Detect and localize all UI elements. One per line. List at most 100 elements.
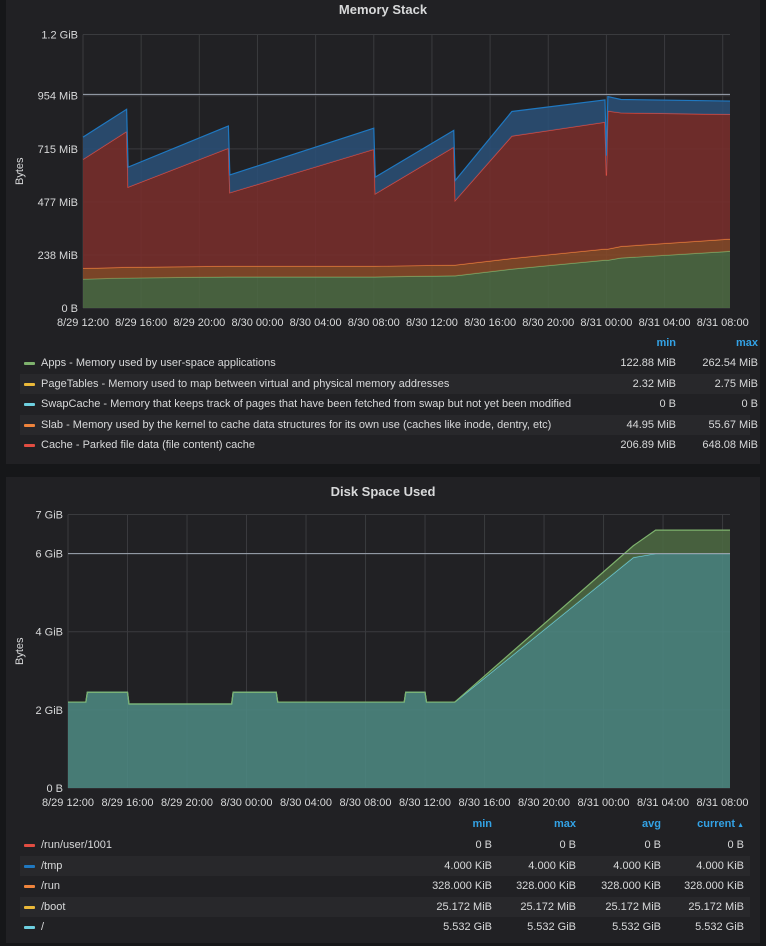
memory-stack-chart[interactable]: 0 B 238 MiB 477 MiB 715 MiB 954 MiB 1.2 GiB 8/… xyxy=(6,0,760,334)
series-min-value: 328.000 KiB xyxy=(432,880,492,892)
y-tick-label: 2 GiB xyxy=(35,705,63,717)
series-min-value: 0 B xyxy=(659,398,676,410)
y-tick-label: 954 MiB xyxy=(38,91,78,103)
x-tick-label: 8/31 04:00 xyxy=(637,797,689,809)
series-max-value: 2.75 MiB xyxy=(714,377,758,390)
series-color-swatch[interactable] xyxy=(24,382,35,386)
disk-series-area-1 xyxy=(68,530,730,704)
y-tick-label: 7 GiB xyxy=(35,510,63,522)
memory-legend-item[interactable]: SwapCache - Memory that keeps track of p… xyxy=(20,394,758,415)
series-current-value: 0 B xyxy=(727,839,744,851)
series-name[interactable]: /boot xyxy=(41,900,66,913)
series-min-value: 122.88 MiB xyxy=(620,357,676,369)
series-avg-value: 5.532 GiB xyxy=(612,921,661,933)
series-avg-value: 0 B xyxy=(644,839,661,851)
series-color-swatch[interactable] xyxy=(24,905,35,909)
series-color-swatch[interactable] xyxy=(24,844,35,847)
disk-panel-title: Disk Space Used xyxy=(330,484,436,499)
sort-ascending-icon: ▲ xyxy=(737,822,744,829)
y-tick-label: 1.2 GiB xyxy=(41,30,78,42)
series-color-swatch[interactable] xyxy=(24,885,35,888)
series-name[interactable]: PageTables - Memory used to map between … xyxy=(41,377,450,390)
series-max-value: 648.08 MiB xyxy=(702,439,758,451)
memory-legend: min max Apps - Memory used by user-space… xyxy=(20,334,758,456)
series-avg-value: 4.000 KiB xyxy=(613,859,661,872)
y-tick-label: 6 GiB xyxy=(35,549,63,561)
series-name[interactable]: /tmp xyxy=(41,859,63,872)
series-current-value: 328.000 KiB xyxy=(684,880,744,892)
disk-legend-item[interactable]: /boot 25.172 MiB 25.172 MiB 25.172 MiB 25.17… xyxy=(20,896,750,917)
disk-legend-min-header[interactable]: min xyxy=(472,818,492,830)
disk-legend-current-header[interactable]: current ▲ xyxy=(654,814,744,836)
disk-legend-item[interactable]: /run 328.000 KiB 328.000 KiB 328.000 KiB 328… xyxy=(20,876,750,897)
disk-legend-item[interactable]: /tmp 4.000 KiB 4.000 KiB 4.000 KiB 4.000 KiB xyxy=(20,855,750,876)
disk-legend-avg-header[interactable]: avg xyxy=(642,818,661,830)
disk-series-area-0 xyxy=(68,553,730,788)
memory-stack-panel: Memory Stack 0 B 238 MiB 477 MiB 715 MiB 954… xyxy=(6,0,760,464)
series-name[interactable]: /run xyxy=(41,880,60,892)
y-tick-label: 238 MiB xyxy=(38,250,78,262)
x-tick-label: 8/29 20:00 xyxy=(161,797,213,809)
x-tick-label: 8/29 12:00 xyxy=(42,797,94,809)
series-min-value: 5.532 GiB xyxy=(443,921,492,933)
y-axis-label: Bytes xyxy=(14,637,26,665)
x-tick-label: 8/31 04:00 xyxy=(639,317,691,329)
x-tick-label: 8/29 16:00 xyxy=(115,317,167,329)
y-tick-label: 715 MiB xyxy=(38,144,78,156)
series-name[interactable]: Apps - Memory used by user-space applica… xyxy=(41,357,276,369)
series-current-value: 25.172 MiB xyxy=(688,900,744,913)
x-tick-label: 8/30 16:00 xyxy=(464,317,516,329)
x-tick-label: 8/30 08:00 xyxy=(348,317,400,329)
x-tick-label: 8/31 08:00 xyxy=(697,797,749,809)
series-color-swatch[interactable] xyxy=(24,403,35,406)
disk-legend-max-header[interactable]: max xyxy=(553,818,576,830)
y-axis-label: Bytes xyxy=(14,157,26,185)
series-max-value: 328.000 KiB xyxy=(516,880,576,892)
series-avg-value: 328.000 KiB xyxy=(601,880,661,892)
series-color-swatch[interactable] xyxy=(24,423,35,427)
y-tick-label: 477 MiB xyxy=(38,197,78,209)
series-max-value: 262.54 MiB xyxy=(702,357,758,369)
disk-space-chart[interactable]: 0 B 2 GiB 4 GiB 6 GiB 7 GiB 8/29 12:00 8/29 16… xyxy=(6,477,760,813)
series-name[interactable]: / xyxy=(41,921,45,933)
series-color-swatch[interactable] xyxy=(24,864,35,868)
disk-legend-item[interactable]: / 5.532 GiB 5.532 GiB 5.532 GiB 5.532 GiB xyxy=(20,917,750,938)
disk-legend-header: min max avg current ▲ xyxy=(20,814,750,835)
x-tick-label: 8/30 12:00 xyxy=(399,797,451,809)
series-max-value: 0 B xyxy=(559,839,576,851)
series-name[interactable]: Slab - Memory used by the kernel to cach… xyxy=(41,418,552,431)
memory-legend-min-header[interactable]: min xyxy=(656,337,676,349)
series-max-value: 55.67 MiB xyxy=(708,418,758,431)
series-color-swatch[interactable] xyxy=(24,444,35,447)
y-tick-label: 0 B xyxy=(46,783,63,795)
series-max-value: 4.000 KiB xyxy=(528,859,576,872)
x-tick-label: 8/31 08:00 xyxy=(697,317,749,329)
x-tick-label: 8/31 00:00 xyxy=(578,797,630,809)
memory-legend-item[interactable]: Apps - Memory used by user-space applica… xyxy=(20,353,758,374)
x-tick-label: 8/30 20:00 xyxy=(518,797,570,809)
x-tick-label: 8/30 00:00 xyxy=(221,797,273,809)
series-max-value: 0 B xyxy=(741,398,758,410)
memory-series-area-2 xyxy=(83,111,730,269)
series-color-swatch[interactable] xyxy=(24,362,35,365)
x-tick-label: 8/29 20:00 xyxy=(173,317,225,329)
series-max-value: 5.532 GiB xyxy=(527,921,576,933)
disk-legend-item[interactable]: /run/user/1001 0 B 0 B 0 B 0 B xyxy=(20,835,750,856)
series-name[interactable]: Cache - Parked file data (file content) … xyxy=(41,439,256,451)
series-min-value: 4.000 KiB xyxy=(444,859,492,872)
series-min-value: 0 B xyxy=(475,839,492,851)
memory-legend-max-header[interactable]: max xyxy=(735,337,758,349)
disk-legend: min max avg current ▲ /run/user/1001 0 B 0 … xyxy=(20,814,750,938)
series-name[interactable]: /run/user/1001 xyxy=(41,839,112,851)
series-name[interactable]: SwapCache - Memory that keeps track of p… xyxy=(41,398,572,410)
memory-legend-item[interactable]: Slab - Memory used by the kernel to cach… xyxy=(20,414,758,435)
series-color-swatch[interactable] xyxy=(24,926,35,929)
memory-series-area-1 xyxy=(83,239,730,280)
series-min-value: 2.32 MiB xyxy=(632,377,676,390)
memory-legend-item[interactable]: PageTables - Memory used to map between … xyxy=(20,373,758,394)
disk-series-line-1 xyxy=(68,529,730,705)
x-tick-label: 8/30 16:00 xyxy=(459,797,511,809)
x-tick-label: 8/30 00:00 xyxy=(231,317,283,329)
memory-legend-item[interactable]: Cache - Parked file data (file content) … xyxy=(20,435,758,456)
y-tick-label: 0 B xyxy=(61,303,78,315)
